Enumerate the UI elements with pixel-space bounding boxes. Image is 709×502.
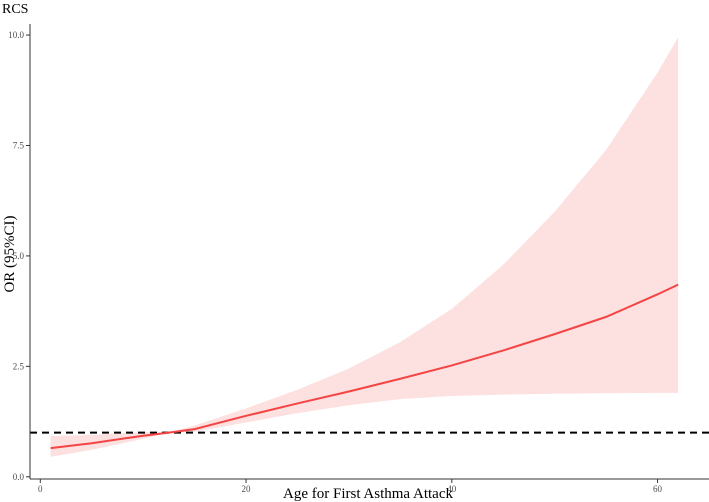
or-curve — [50, 283, 679, 450]
x-tick-label: 20 — [242, 484, 252, 494]
y-tick-label: 0.0 — [13, 472, 25, 482]
confidence-band-layer — [50, 37, 679, 457]
confidence-band — [50, 37, 679, 457]
x-tick-label: 60 — [653, 484, 663, 494]
chart-title: RCS — [2, 2, 28, 17]
y-tick-label: 5.0 — [13, 251, 25, 261]
series-line-layer — [50, 283, 679, 450]
y-tick-label: 10.0 — [8, 30, 24, 40]
y-tick-label: 7.5 — [13, 140, 25, 150]
y-axis-title: OR (95%CI) — [2, 215, 18, 292]
x-tick-label: 0 — [38, 484, 43, 494]
x-axis-title: Age for First Asthma Attack — [283, 486, 453, 502]
y-tick-label: 2.5 — [13, 361, 25, 371]
axes: 0.0 2.5 5.0 7.5 10.0 0 20 40 60 — [8, 24, 709, 494]
x-tick-label: 40 — [447, 484, 457, 494]
